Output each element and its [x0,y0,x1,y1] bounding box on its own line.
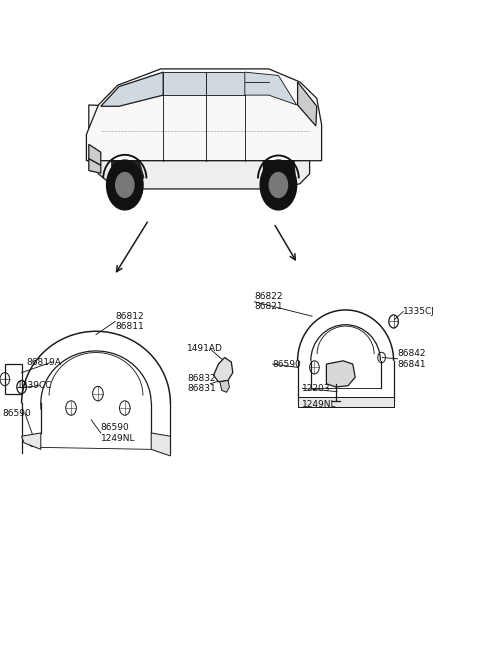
Text: 86590: 86590 [2,409,31,418]
Polygon shape [298,397,394,407]
Polygon shape [206,72,245,95]
Text: 86842
86841: 86842 86841 [397,349,426,369]
Circle shape [28,435,37,447]
Polygon shape [89,159,101,173]
Circle shape [116,173,134,197]
Text: 1249NL: 1249NL [302,400,337,409]
Text: 1335CJ: 1335CJ [403,307,435,316]
Text: 86590: 86590 [273,359,301,369]
Polygon shape [263,161,295,188]
Polygon shape [101,72,163,106]
Text: 86590
1249NL: 86590 1249NL [101,423,135,443]
Circle shape [260,160,297,210]
Text: 86832
86831: 86832 86831 [187,374,216,394]
Circle shape [269,173,288,197]
Text: 86819A: 86819A [26,358,61,367]
Polygon shape [220,380,229,392]
Text: 86812
86811: 86812 86811 [115,312,144,331]
Polygon shape [98,161,310,189]
Text: 86822
86821: 86822 86821 [254,292,283,312]
Polygon shape [214,358,233,382]
Polygon shape [89,144,101,165]
Circle shape [107,160,143,210]
Polygon shape [163,72,206,95]
Polygon shape [245,72,297,105]
Polygon shape [86,69,322,161]
Text: 12203: 12203 [302,384,331,393]
Polygon shape [107,161,144,189]
Polygon shape [151,433,170,456]
Polygon shape [89,105,119,134]
Text: 1491AD: 1491AD [187,344,223,354]
Text: 1339CC: 1339CC [17,381,52,390]
Polygon shape [298,82,317,126]
Polygon shape [326,361,355,387]
Polygon shape [22,433,41,449]
